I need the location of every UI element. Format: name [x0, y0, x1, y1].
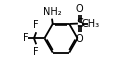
Text: O: O: [76, 4, 84, 14]
Text: NH₂: NH₂: [43, 7, 62, 17]
Text: O: O: [76, 34, 84, 44]
Text: F: F: [34, 20, 39, 30]
Text: F: F: [23, 33, 29, 43]
Text: S: S: [76, 17, 84, 30]
Text: CH₃: CH₃: [81, 19, 100, 29]
Text: F: F: [34, 47, 39, 57]
